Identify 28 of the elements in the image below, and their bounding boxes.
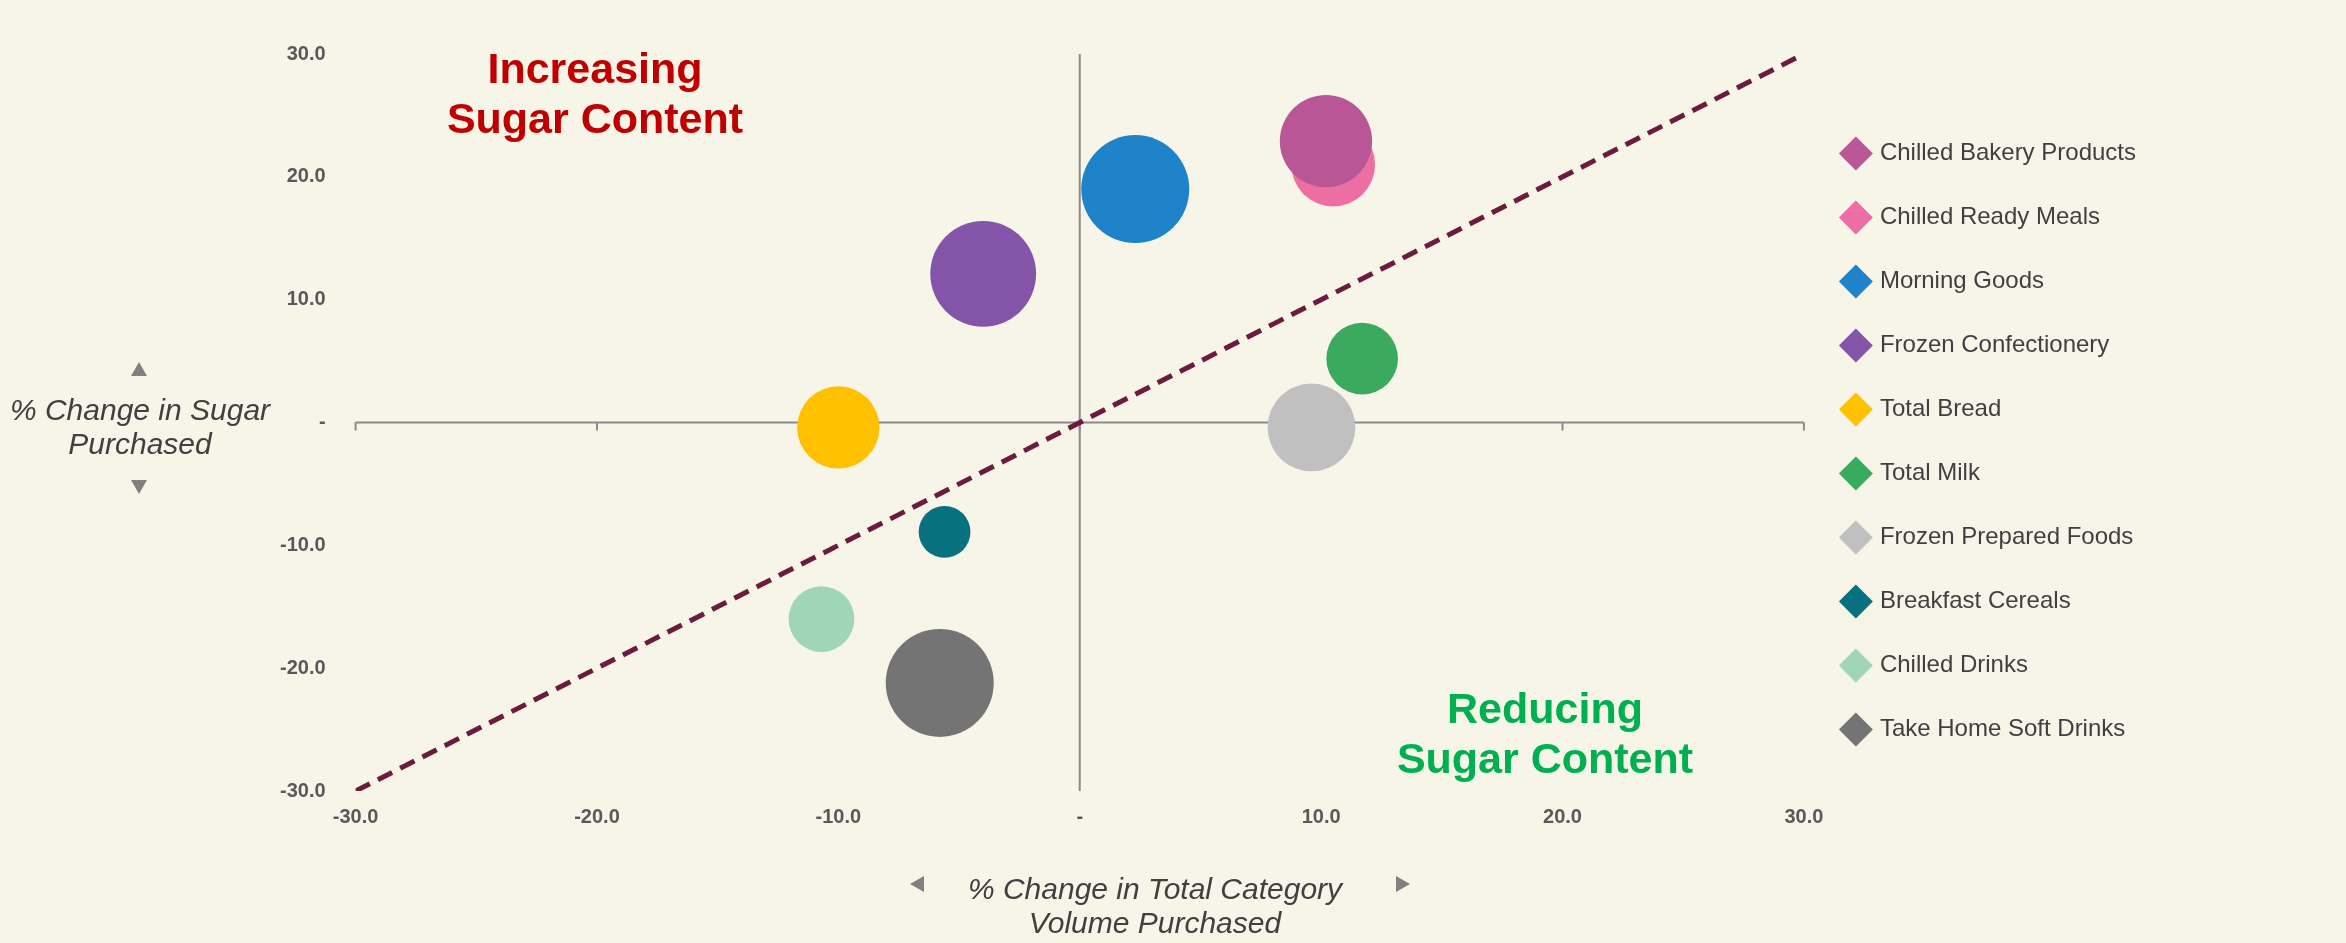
y-tick-label: -10.0 (279, 532, 326, 555)
legend-label: Frozen Prepared Foods (1879, 522, 2134, 550)
x-tick-label: -30.0 (332, 804, 379, 827)
legend-label: Chilled Bakery Products (1879, 138, 2137, 166)
x-tick-label: - (1076, 804, 1084, 827)
annotation: Reducing Sugar Content (1396, 683, 1694, 783)
legend-label: Take Home Soft Drinks (1879, 714, 2126, 742)
y-tick-label: 20.0 (286, 164, 326, 187)
x-tick-label: 30.0 (1784, 804, 1824, 827)
y-tick-label: - (318, 410, 326, 433)
y-tick-label: -30.0 (279, 778, 326, 801)
legend-label: Breakfast Cereals (1879, 586, 2071, 614)
legend-label: Morning Goods (1879, 266, 2044, 294)
y-axis-title: % Change in Sugar Purchased (8, 393, 272, 461)
x-axis-title: % Change in Total Category Volume Purchased (966, 872, 1345, 940)
legend-label: Total Bread (1879, 394, 2002, 422)
y-tick-label: 10.0 (286, 287, 326, 310)
y-tick-label: 30.0 (286, 41, 326, 64)
legend-label: Chilled Drinks (1879, 650, 2028, 678)
x-tick-label: -10.0 (815, 804, 862, 827)
y-tick-label: -20.0 (279, 655, 326, 678)
legend-label: Total Milk (1879, 458, 1981, 486)
legend-label: Chilled Ready Meals (1879, 202, 2100, 230)
legend-label: Frozen Confectionery (1879, 330, 2110, 358)
x-tick-label: 10.0 (1301, 804, 1341, 827)
x-tick-label: 20.0 (1543, 804, 1582, 827)
annotation: Increasing Sugar Content (446, 43, 744, 143)
x-tick-label: -20.0 (574, 804, 620, 827)
